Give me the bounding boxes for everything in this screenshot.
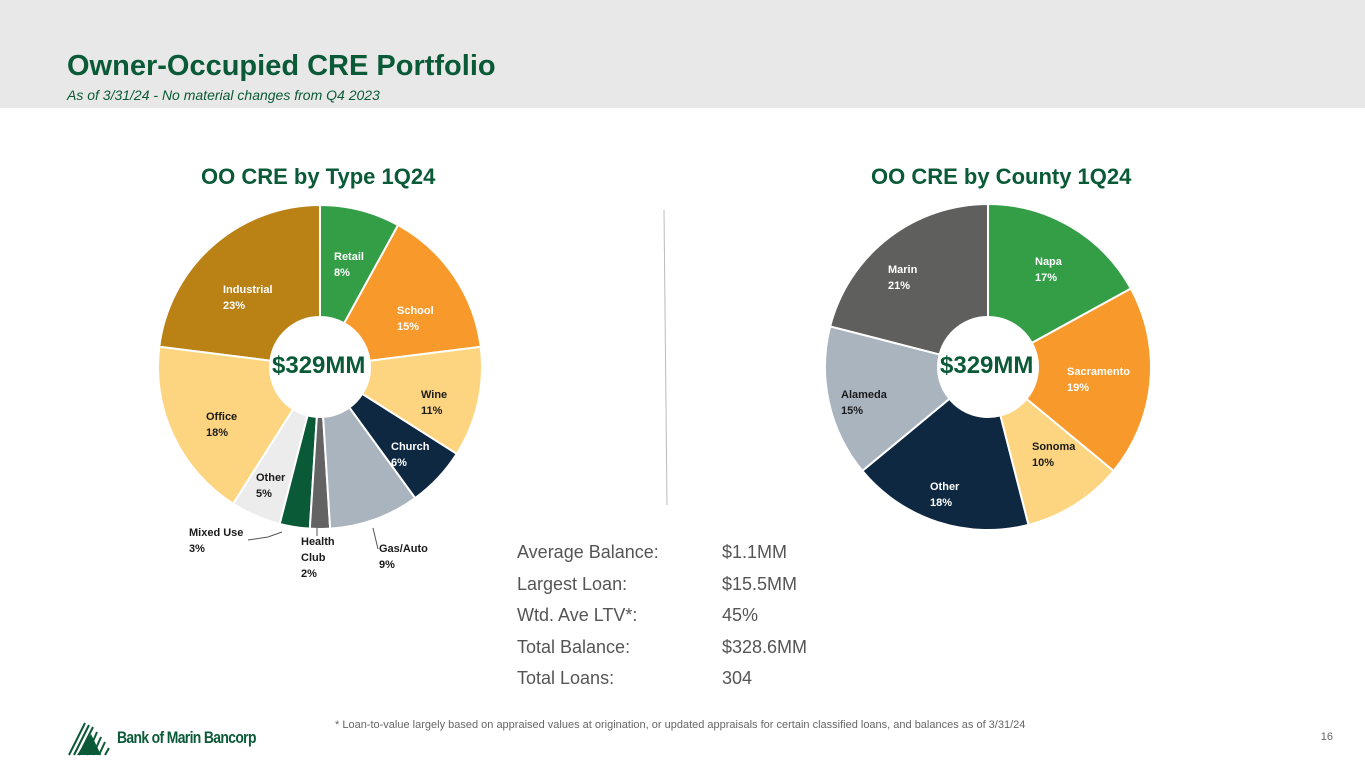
page-title: Owner-Occupied CRE Portfolio — [67, 50, 496, 82]
header-band — [0, 0, 1365, 108]
pie-slice-church — [347, 392, 459, 500]
label-other: Other 5% — [256, 472, 286, 500]
label-sonoma: Sonoma 10% — [1032, 441, 1076, 469]
label-health-club: Health Club 2% — [301, 536, 335, 580]
pie-center-total-county: $329MM — [940, 352, 1034, 379]
label-school: School 15% — [397, 305, 434, 333]
portfolio-stats: Average Balance: $1.1MM Largest Loan: $15.… — [517, 542, 807, 700]
label-gas-auto: Gas/Auto 9% — [379, 543, 428, 571]
label-alameda: Alameda 15% — [841, 389, 887, 417]
pie-slice-office — [157, 345, 295, 506]
label-office: Office 18% — [206, 411, 238, 439]
chart-title-county: OO CRE by County 1Q24 — [871, 164, 1132, 189]
footnote: * Loan-to-value largely based on apprais… — [335, 719, 1026, 731]
stat-row: Largest Loan: $15.5MM — [517, 573, 798, 594]
label-mixed-use: Mixed Use 3% — [189, 527, 244, 555]
label-church: Church 6% — [391, 441, 430, 469]
pie-slice-industrial — [158, 203, 321, 362]
stat-row: Average Balance: $1.1MM — [517, 542, 788, 562]
stat-row: Total Loans: 304 — [517, 668, 753, 688]
leader-line-mixed-use — [247, 531, 283, 541]
pie-slice-school — [342, 223, 482, 362]
pie-slice-sacramento — [1025, 287, 1152, 473]
leader-line-gas-auto — [372, 527, 379, 550]
pie-slice-alameda — [824, 325, 951, 473]
chart-title-type: OO CRE by Type 1Q24 — [201, 164, 436, 189]
pie-slice-gas-auto — [322, 406, 417, 530]
bank-logo: Bank of Marin Bancorp — [67, 720, 286, 756]
page-number: 16 — [1320, 731, 1333, 743]
pie-slice-sonoma — [999, 397, 1115, 527]
stat-row: Total Balance: $328.6MM — [517, 636, 808, 657]
label-marin: Marin 21% — [888, 264, 918, 292]
stat-row: Wtd. Ave LTV*: 45% — [517, 605, 759, 625]
pie-slice-marin — [828, 202, 989, 356]
label-napa: Napa 17% — [1035, 256, 1062, 284]
pie-slice-retail — [319, 203, 400, 325]
divider-line — [663, 209, 668, 506]
label-other-county: Other 18% — [930, 481, 960, 509]
pie-slice-other — [231, 407, 309, 526]
pie-slice-napa — [987, 202, 1133, 345]
label-industrial: Industrial 23% — [223, 284, 273, 312]
pie-center-total-type: $329MM — [272, 352, 366, 379]
label-wine: Wine 11% — [421, 389, 448, 417]
mountain-logo-icon — [68, 722, 110, 756]
page-subtitle: As of 3/31/24 - No material changes from… — [67, 87, 380, 103]
label-sacramento: Sacramento 19% — [1067, 366, 1130, 394]
pie-slice-wine — [360, 345, 483, 456]
label-retail: Retail 8% — [334, 251, 364, 279]
pie-slice-other — [860, 397, 1030, 532]
